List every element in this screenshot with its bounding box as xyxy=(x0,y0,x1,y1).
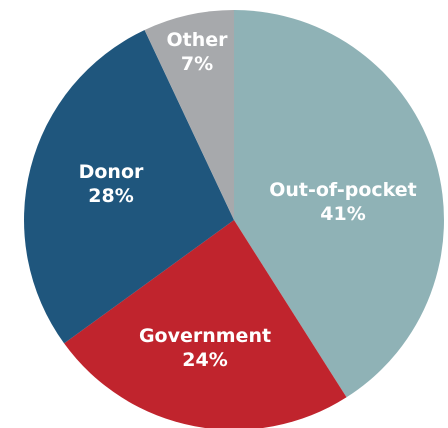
slice-value-government: 24% xyxy=(182,349,227,371)
pie-slice-donor xyxy=(24,29,234,344)
slice-label-out-of-pocket: Out-of-pocket xyxy=(269,179,417,201)
slice-value-out-of-pocket: 41% xyxy=(320,203,365,225)
pie-slice-government xyxy=(64,220,347,428)
slice-value-other: 7% xyxy=(181,53,213,75)
pie-slice-out-of-pocket xyxy=(234,10,444,398)
pie-slices xyxy=(24,10,444,428)
slice-label-donor: Donor xyxy=(79,161,144,183)
slice-label-government: Government xyxy=(139,325,271,347)
pie-slice-other xyxy=(144,10,234,220)
slice-label-other: Other xyxy=(166,29,228,51)
slice-value-donor: 28% xyxy=(88,185,133,207)
